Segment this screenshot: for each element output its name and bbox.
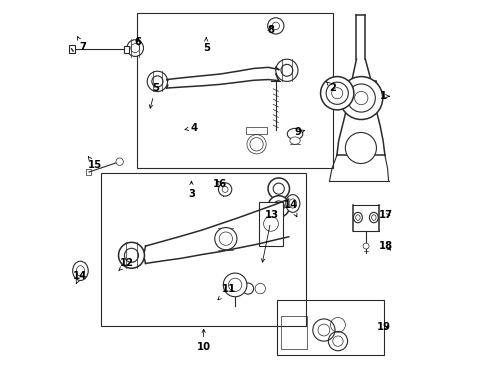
Text: 1: 1: [379, 91, 389, 101]
Ellipse shape: [369, 212, 378, 223]
Text: 6: 6: [134, 37, 141, 47]
Ellipse shape: [127, 40, 143, 56]
Ellipse shape: [255, 283, 265, 294]
Circle shape: [345, 132, 376, 164]
Circle shape: [354, 91, 367, 105]
Text: 13: 13: [261, 209, 278, 262]
Text: 2: 2: [326, 82, 336, 93]
Circle shape: [331, 88, 342, 99]
Ellipse shape: [147, 71, 167, 92]
Bar: [258, 202, 283, 246]
Bar: [246, 127, 266, 134]
Ellipse shape: [242, 283, 253, 294]
Ellipse shape: [285, 195, 299, 212]
Ellipse shape: [289, 137, 300, 144]
Ellipse shape: [73, 261, 88, 280]
Ellipse shape: [268, 196, 289, 217]
Text: 14: 14: [73, 270, 87, 283]
Bar: [281, 316, 306, 349]
Circle shape: [218, 183, 231, 196]
Ellipse shape: [275, 59, 297, 81]
Ellipse shape: [151, 76, 163, 87]
Circle shape: [320, 77, 353, 110]
Ellipse shape: [371, 215, 375, 220]
Text: 7: 7: [77, 37, 86, 53]
Ellipse shape: [76, 266, 84, 276]
Text: 4: 4: [184, 122, 197, 133]
Text: 14: 14: [284, 200, 298, 217]
Circle shape: [267, 18, 283, 34]
Ellipse shape: [280, 64, 292, 76]
Bar: [101, 173, 305, 326]
Circle shape: [219, 232, 232, 245]
Circle shape: [214, 228, 237, 250]
Ellipse shape: [272, 183, 284, 194]
Circle shape: [325, 82, 348, 104]
Circle shape: [116, 158, 123, 165]
Text: 5: 5: [202, 37, 209, 53]
Ellipse shape: [272, 201, 284, 212]
Text: 18: 18: [378, 241, 393, 251]
Ellipse shape: [268, 178, 289, 199]
Ellipse shape: [353, 212, 362, 223]
Circle shape: [272, 22, 279, 30]
Bar: [86, 169, 91, 175]
Ellipse shape: [287, 128, 302, 139]
Text: 8: 8: [267, 24, 273, 35]
Ellipse shape: [131, 44, 139, 53]
Text: 10: 10: [196, 329, 210, 352]
Text: 16: 16: [213, 179, 227, 189]
Ellipse shape: [355, 215, 360, 220]
Text: 9: 9: [294, 127, 304, 138]
Bar: [276, 300, 383, 355]
Circle shape: [222, 186, 227, 192]
Bar: [124, 46, 129, 53]
Text: 5: 5: [149, 83, 159, 108]
Text: 19: 19: [376, 322, 390, 333]
Circle shape: [339, 77, 382, 120]
Text: 3: 3: [188, 181, 195, 199]
Text: 12: 12: [119, 258, 134, 270]
Ellipse shape: [124, 248, 138, 262]
Circle shape: [347, 84, 375, 112]
Ellipse shape: [118, 242, 144, 268]
Text: 15: 15: [87, 157, 101, 170]
Text: 11: 11: [217, 284, 235, 300]
Circle shape: [363, 243, 368, 249]
Bar: [69, 45, 75, 53]
Circle shape: [223, 273, 246, 297]
Ellipse shape: [288, 199, 296, 208]
Circle shape: [228, 278, 241, 292]
Bar: [137, 13, 333, 168]
Text: 17: 17: [378, 210, 392, 221]
